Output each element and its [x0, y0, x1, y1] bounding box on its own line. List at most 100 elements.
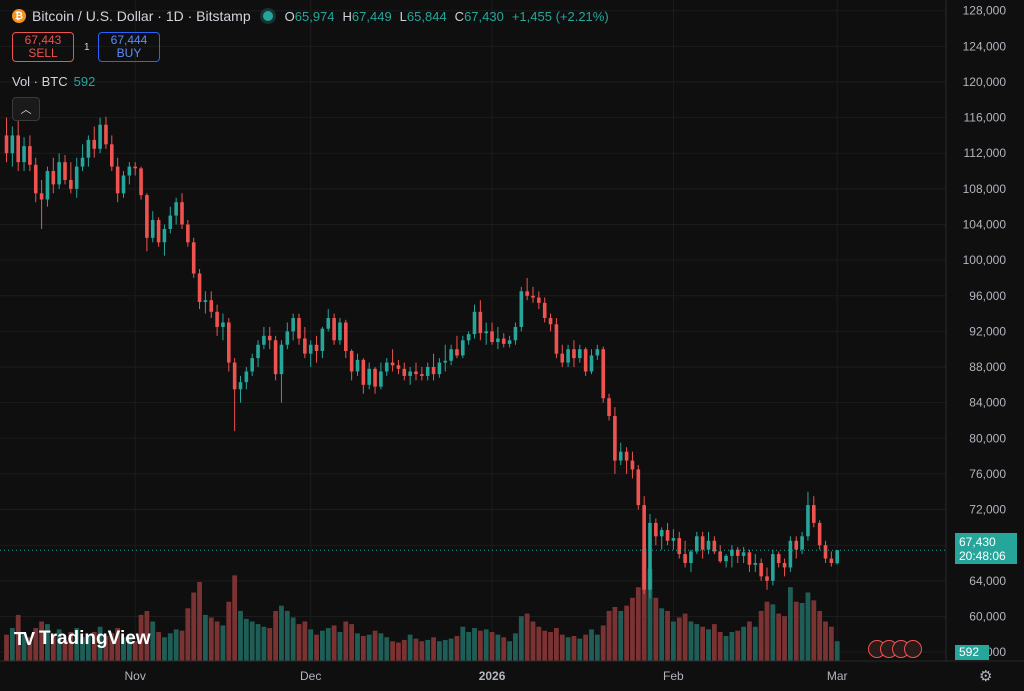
market-status-icon: [262, 11, 273, 21]
buy-button[interactable]: 67,444 BUY: [98, 32, 160, 62]
candle-body: [303, 338, 307, 354]
volume-legend: Vol · BTC 592: [12, 74, 95, 89]
volume-bar: [261, 626, 267, 661]
volume-bar: [255, 624, 261, 661]
volume-bar: [799, 603, 805, 661]
candle-body: [654, 522, 658, 537]
time-tick-label: Mar: [827, 669, 848, 683]
candle-body: [683, 554, 687, 564]
sell-button[interactable]: 67,443 SELL: [12, 32, 74, 62]
candle-body: [420, 374, 424, 376]
candle-body: [139, 168, 143, 196]
candle-body: [700, 536, 705, 550]
volume-bar: [226, 601, 232, 661]
order-quantity[interactable]: 1: [84, 42, 90, 53]
symbol-title[interactable]: Bitcoin / U.S. Dollar · 1D · Bitstamp: [32, 8, 251, 24]
time-tick-label: Nov: [125, 669, 146, 683]
volume-bar: [635, 587, 641, 661]
candle-body: [437, 362, 442, 375]
candle-body: [560, 353, 565, 363]
sell-price: 67,443: [24, 33, 62, 47]
volume-bar: [302, 621, 308, 661]
candle-body: [80, 157, 85, 167]
price-tick-label: 104,000: [963, 217, 1007, 231]
candle-body: [484, 331, 488, 334]
volume-bar: [220, 625, 226, 661]
candle-body: [51, 171, 56, 185]
candle-body: [156, 220, 161, 243]
volume-bar: [91, 632, 97, 661]
candle-body: [595, 349, 600, 356]
volume-bar: [460, 626, 466, 661]
volume-bar: [150, 621, 156, 661]
volume-bar: [396, 642, 401, 661]
candle-body: [22, 146, 26, 163]
volume-bar: [349, 624, 355, 661]
candle-body: [642, 505, 646, 590]
candle-body: [379, 371, 383, 387]
volume-bar: [115, 628, 121, 661]
volume-bar: [109, 633, 115, 661]
candle-body: [320, 328, 325, 351]
candle-body: [624, 451, 629, 461]
event-icon[interactable]: [904, 640, 922, 658]
volume-label: Vol · BTC: [12, 74, 68, 89]
volume-bar: [290, 617, 296, 661]
volume-bar: [589, 629, 594, 661]
candle-body: [817, 522, 822, 546]
volume-bar: [741, 626, 746, 661]
candle-body: [28, 146, 32, 165]
volume-bar: [524, 613, 530, 661]
price-tick-label: 128,000: [963, 4, 1007, 18]
volume-bar: [483, 629, 489, 661]
volume-bar: [518, 616, 524, 661]
candle-body: [648, 522, 652, 590]
candle-body: [455, 349, 459, 356]
candle-body: [45, 171, 50, 200]
economic-events[interactable]: [868, 640, 922, 658]
tradingview-logo[interactable]: TV TradingView: [14, 628, 151, 650]
candle-body: [16, 135, 20, 163]
volume-bar: [729, 632, 735, 661]
candle-body: [115, 166, 120, 194]
price-tick-label: 80,000: [969, 431, 1006, 445]
time-axis: Nov Dec 2026 Feb Mar: [125, 669, 848, 683]
candle-body: [765, 576, 769, 581]
candle-body: [221, 322, 225, 327]
price-tick-label: 100,000: [963, 253, 1007, 267]
candle-body: [665, 530, 670, 541]
volume-bar: [811, 600, 817, 661]
price-tick-label: 108,000: [963, 182, 1007, 196]
candle-body: [741, 552, 746, 556]
volume-bar: [372, 630, 378, 661]
candle-body: [829, 558, 834, 564]
volume-bar: [735, 630, 741, 661]
brand-name: TradingView: [39, 628, 151, 649]
volume-bar: [776, 613, 782, 661]
candle-body: [279, 344, 284, 375]
collapse-indicators-button[interactable]: ︿: [12, 97, 40, 121]
buy-label: BUY: [116, 46, 142, 60]
candle-body: [607, 398, 611, 417]
price-tick-label: 88,000: [969, 360, 1006, 374]
volume-bar: [390, 641, 395, 661]
candle-body: [133, 166, 137, 169]
candle-body: [613, 416, 617, 461]
candle-body: [39, 193, 44, 200]
candle-body: [443, 360, 448, 363]
candle-body: [168, 215, 173, 229]
volume-bar: [378, 633, 384, 661]
settings-gear-icon[interactable]: ⚙: [979, 668, 993, 685]
candle-body: [806, 505, 810, 537]
candle-body: [314, 344, 319, 351]
volume-bar: [50, 634, 56, 661]
volume-bar: [208, 617, 214, 661]
candle-body: [583, 349, 588, 372]
volume-bar: [314, 634, 319, 661]
volume-bar: [407, 634, 413, 661]
volume-bar: [688, 621, 694, 661]
volume-bar: [197, 581, 202, 661]
candle-body: [753, 563, 758, 565]
volume-bar: [337, 632, 343, 661]
